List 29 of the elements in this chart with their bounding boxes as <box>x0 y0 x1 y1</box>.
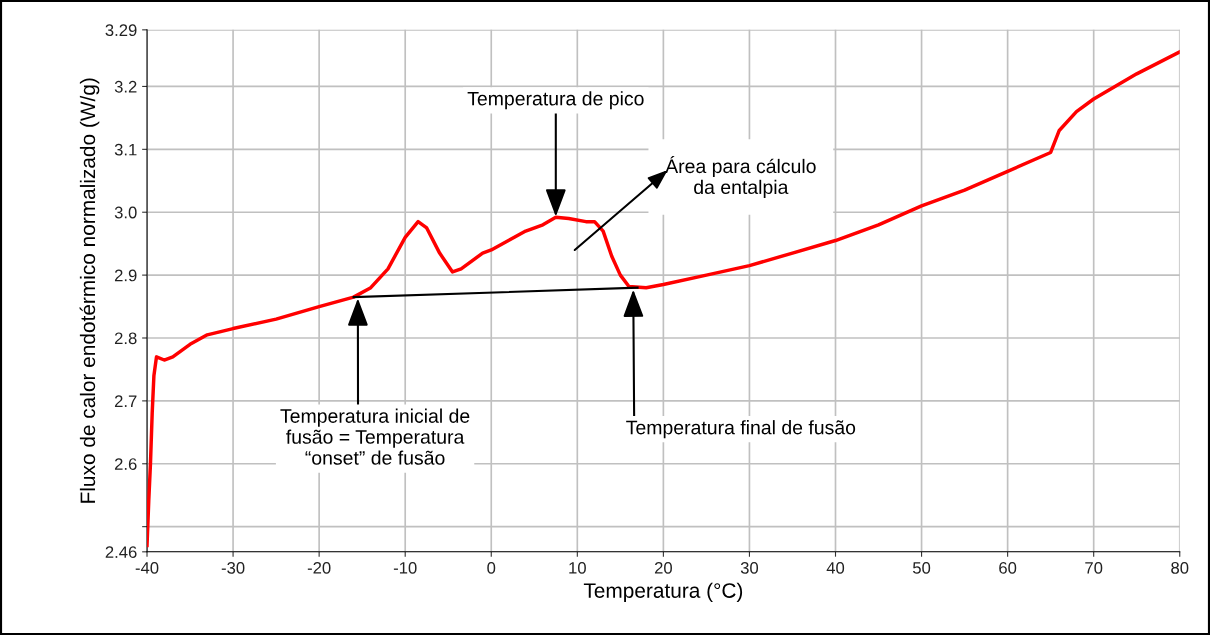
x-tick-label: 30 <box>740 561 759 574</box>
x-tick-label: -20 <box>307 561 331 574</box>
y-tick-label: 3.29 <box>105 24 137 37</box>
x-tick-label: -10 <box>393 561 417 574</box>
y-tick-label: 3.2 <box>114 80 137 93</box>
x-tick-label: 70 <box>1085 561 1103 574</box>
x-tick-label: 0 <box>487 561 496 574</box>
line-series <box>147 50 1180 548</box>
x-tick-label: 20 <box>654 561 672 574</box>
annotation: Área para cálculo da entalpia <box>665 156 816 198</box>
x-tick-label: 60 <box>999 561 1017 574</box>
x-tick-label: 10 <box>569 561 586 574</box>
x-axis-title: Temperatura (°C) <box>583 582 743 603</box>
x-tick-label: 80 <box>1171 561 1189 574</box>
annotation: Temperatura de pico <box>467 91 644 110</box>
y-tick-label: 2.6 <box>114 458 137 470</box>
y-tick-label: 3.1 <box>114 143 137 156</box>
y-axis-title: Fluxo de calor endotérmico normalizado (W/g) <box>79 78 100 503</box>
y-tick-label: 2.46 <box>105 546 137 559</box>
annotation: Temperatura final de fusão <box>626 420 856 439</box>
x-tick-label: 40 <box>826 561 845 574</box>
y-tick-label: 2.9 <box>114 269 137 282</box>
x-tick-label: -40 <box>135 561 159 574</box>
y-tick-label: 2.8 <box>114 332 137 345</box>
x-tick-label: 50 <box>912 561 931 574</box>
annotation: Temperatura inicial de fusão = Temperatura “onset” de fusão <box>280 408 470 465</box>
y-tick-label: 2.7 <box>114 395 137 407</box>
y-tick-label: 3.0 <box>114 206 137 219</box>
x-tick-label: -30 <box>221 561 245 574</box>
